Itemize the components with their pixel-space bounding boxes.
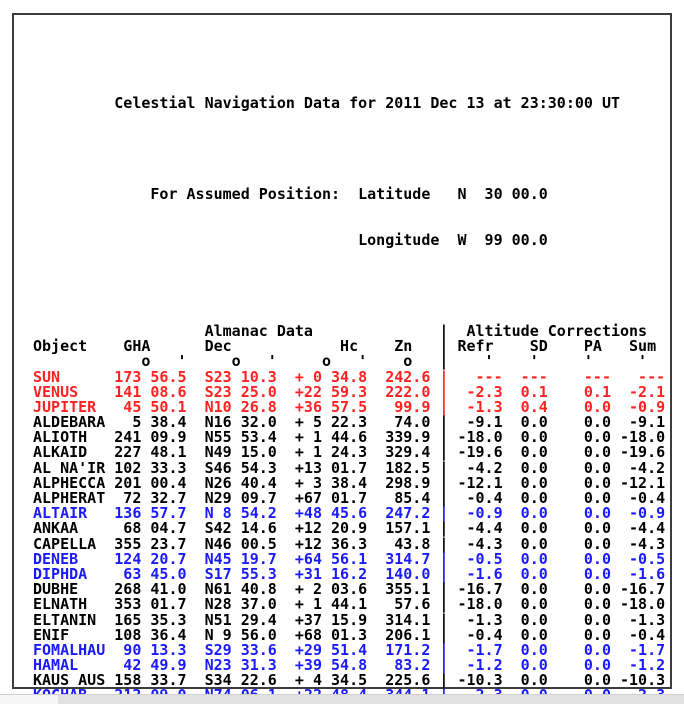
assumed-position-label: For Assumed Position: bbox=[150, 185, 341, 204]
table-row: JUPITER 45 50.1 N10 26.8 +36 57.5 99.9 |… bbox=[33, 397, 666, 416]
table-row: KAUS AUS 158 33.7 S34 22.6 + 4 34.5 225.… bbox=[33, 671, 666, 690]
title-indent bbox=[33, 94, 114, 112]
page-title: Celestial Navigation Data for 2011 Dec 1… bbox=[114, 94, 621, 112]
blank-line bbox=[33, 278, 670, 293]
table-row: ALPHECCA 201 00.4 N26 40.4 + 3 38.4 298.… bbox=[33, 473, 666, 492]
table-row: AL NA'IR 102 33.3 S46 54.3 +13 01.7 182.… bbox=[33, 458, 666, 477]
title-line: Celestial Navigation Data for 2011 Dec 1… bbox=[33, 94, 670, 112]
table-row: ELTANIN 165 35.3 N51 29.4 +37 15.9 314.1… bbox=[33, 610, 666, 629]
table-row: FOMALHAU 90 13.3 S29 33.6 +29 51.4 171.2… bbox=[33, 640, 666, 659]
table-row: ALPHERAT 72 32.7 N29 09.7 +67 01.7 85.4 … bbox=[33, 489, 666, 508]
table-row: CAPELLA 355 23.7 N46 00.5 +12 36.3 43.8 … bbox=[33, 534, 666, 553]
navigation-report: Celestial Navigation Data for 2011 Dec 1… bbox=[33, 20, 670, 704]
table-row: DENEB 124 20.7 N45 19.7 +64 56.1 314.7 |… bbox=[33, 549, 666, 568]
indent bbox=[33, 231, 358, 249]
table-row: VENUS 141 08.6 S23 25.0 +22 59.3 222.0 |… bbox=[33, 382, 666, 401]
table-row: SUN 173 56.5 S23 10.3 + 0 34.8 242.6 | -… bbox=[33, 367, 666, 386]
table-row: DIPHDA 63 45.0 S17 55.3 +31 16.2 140.0 |… bbox=[33, 564, 666, 583]
gap bbox=[340, 185, 358, 203]
longitude-value: W 99 00.0 bbox=[457, 230, 548, 249]
table-row: ENIF 108 36.4 N 9 56.0 +68 01.3 206.1 | … bbox=[33, 625, 666, 644]
blank-line bbox=[33, 142, 670, 157]
almanac-table: Almanac Data | Altitude Corrections Objec… bbox=[33, 321, 670, 704]
table-row: ALTAIR 136 57.7 N 8 54.2 +48 45.6 247.2 … bbox=[33, 504, 666, 523]
table-row: DUBHE 268 41.0 N61 40.8 + 2 03.6 355.1 |… bbox=[33, 580, 666, 599]
table-row: ANKAA 68 04.7 S42 14.6 +12 20.9 157.1 | … bbox=[33, 519, 666, 538]
blank-line bbox=[33, 50, 670, 65]
section-header-line: Almanac Data | Altitude Corrections bbox=[33, 321, 648, 340]
units-line: o ' o ' o ' o | ' ' ' ' bbox=[33, 352, 648, 371]
assumed-position-line-2: Longitude W 99 00.0 bbox=[33, 230, 670, 249]
table-row: ALKAID 227 48.1 N49 15.0 + 1 24.3 329.4 … bbox=[33, 443, 666, 462]
table-row: HAMAL 42 49.9 N23 31.3 +39 54.8 83.2 | -… bbox=[33, 656, 666, 675]
column-header-line: Object GHA Dec Hc Zn | Refr SD PA Sum bbox=[33, 337, 657, 356]
horizontal-scrollbar-thumb[interactable] bbox=[0, 695, 58, 704]
latitude-label: Latitude bbox=[358, 185, 431, 204]
gap bbox=[439, 231, 457, 249]
horizontal-scrollbar[interactable] bbox=[0, 694, 684, 704]
table-row: ALDEBARA 5 38.4 N16 32.0 + 5 22.3 74.0 |… bbox=[33, 413, 666, 432]
assumed-position-line-1: For Assumed Position: Latitude N 30 00.0 bbox=[33, 187, 670, 202]
indent bbox=[33, 185, 150, 203]
report-frame: Celestial Navigation Data for 2011 Dec 1… bbox=[12, 13, 672, 704]
gap bbox=[430, 185, 457, 203]
table-row: ELNATH 353 01.7 N28 37.0 + 1 44.1 57.6 |… bbox=[33, 595, 666, 614]
longitude-label: Longitude bbox=[358, 230, 440, 249]
table-row: ALIOTH 241 09.9 N55 53.4 + 1 44.6 339.9 … bbox=[33, 428, 666, 447]
latitude-value: N 30 00.0 bbox=[457, 185, 548, 204]
